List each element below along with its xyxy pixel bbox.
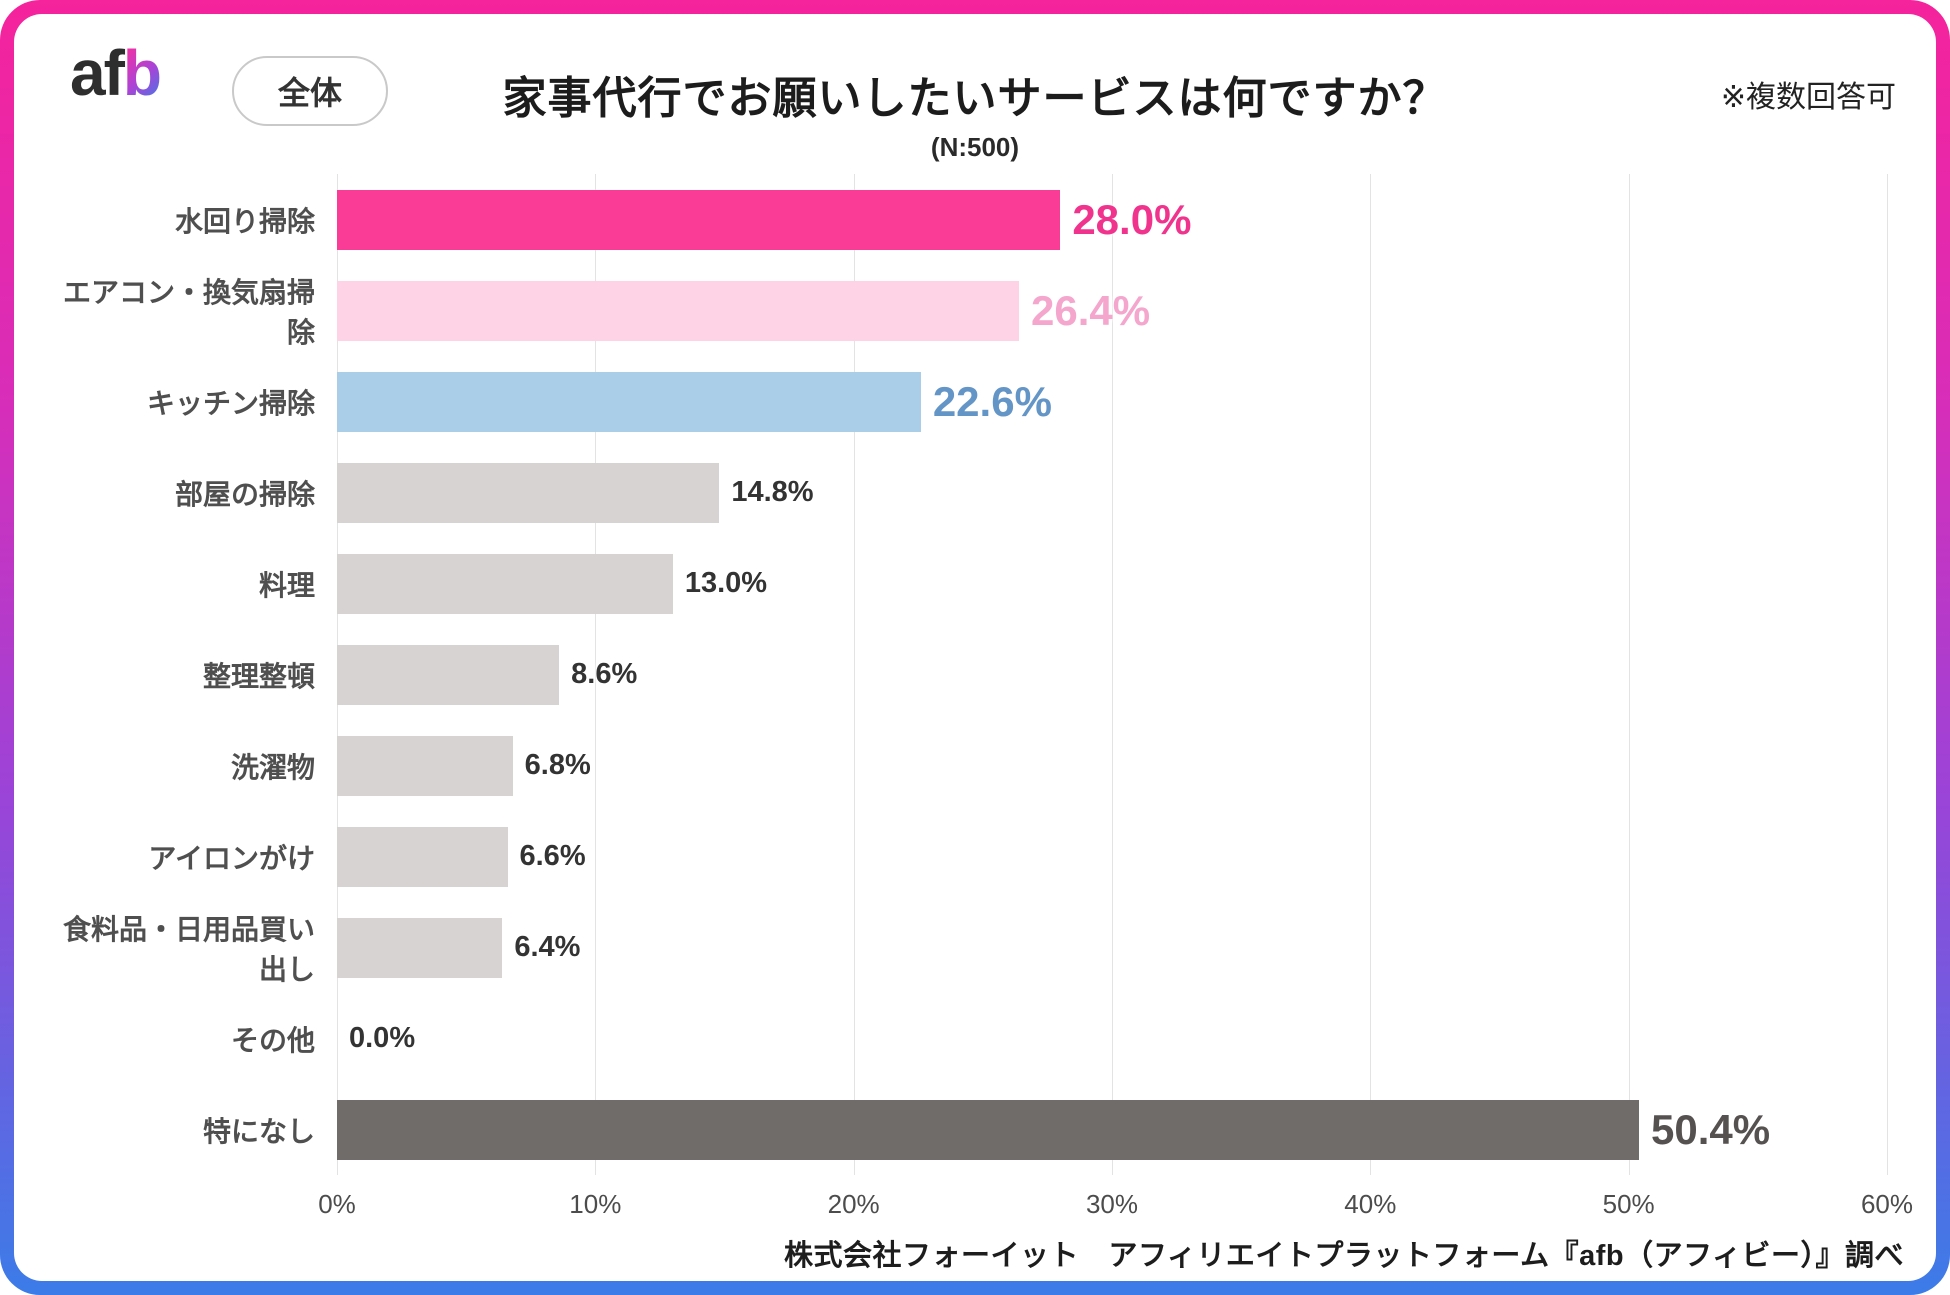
category-label: 水回り掃除	[174, 205, 315, 237]
category-label: エアコン・換気扇掃除	[62, 276, 315, 348]
category-label: アイロンがけ	[148, 842, 315, 874]
chart-title: 家事代行でお願いしたいサービスは何ですか？	[502, 74, 1448, 123]
x-axis: 0% 10% 20% 30% 40% 50% 60%	[318, 1189, 1913, 1225]
category-label: その他	[230, 1024, 315, 1056]
bar-track: 26.4%	[337, 280, 1887, 341]
value-label: 26.4%	[1031, 286, 1151, 334]
bar	[337, 553, 673, 614]
bar	[337, 735, 513, 796]
bar-track: 14.8%	[337, 462, 1887, 523]
bar	[337, 280, 1019, 341]
value-label: 6.8%	[524, 749, 591, 781]
bar-track: 6.6%	[337, 826, 1887, 887]
bar	[337, 917, 503, 978]
category-label: 料理	[258, 569, 315, 601]
bar-track: 0.0%	[337, 1009, 1887, 1069]
bar	[337, 826, 508, 887]
value-label: 28.0%	[1072, 195, 1192, 243]
x-axis-tick: 20%	[827, 1189, 880, 1219]
bar-track: 22.6%	[337, 371, 1887, 432]
x-axis-tick: 10%	[569, 1189, 622, 1219]
category-label: 整理整頓	[202, 660, 315, 692]
chart-row: キッチン掃除 22.6%	[54, 356, 1887, 447]
category-label: 部屋の掃除	[174, 478, 315, 510]
chart-row: エアコン・換気扇掃除 26.4%	[54, 265, 1887, 356]
logo-text-dark: af	[70, 37, 125, 109]
value-label: 13.0%	[684, 567, 768, 599]
bar-track: 50.4%	[337, 1099, 1887, 1160]
chart-row: 特になし 50.4%	[54, 1084, 1887, 1175]
bar-track: 8.6%	[337, 644, 1887, 705]
chart-row: 食料品・日用品買い出し 6.4%	[54, 902, 1887, 993]
bar-track: 13.0%	[337, 553, 1887, 614]
chart-row: 水回り掃除 28.0%	[54, 174, 1887, 265]
chart-row: 洗濯物 6.8%	[54, 720, 1887, 811]
chart-row: その他 0.0%	[54, 993, 1887, 1084]
gridline	[1887, 174, 1888, 1175]
value-label: 8.6%	[571, 658, 638, 690]
gridline	[1370, 174, 1372, 1175]
logo-text-gradient: b	[122, 37, 162, 109]
bar	[337, 1099, 1639, 1160]
chart-row: 部屋の掃除 14.8%	[54, 447, 1887, 538]
gridline	[1628, 174, 1630, 1175]
value-label: 14.8%	[731, 476, 814, 508]
gridline	[853, 174, 855, 1175]
bar-track: 6.8%	[337, 735, 1887, 796]
value-label: 22.6%	[932, 377, 1052, 425]
source-attribution: 株式会社フォーイット アフィリエイトプラットフォーム『afb（アフィビー）』調べ	[784, 1240, 1904, 1272]
sample-size: (N:500)	[930, 132, 1020, 162]
afb-logo: afb	[70, 36, 162, 110]
chart-row: アイロンがけ 6.6%	[54, 811, 1887, 902]
gridline	[595, 174, 597, 1175]
bar	[337, 371, 921, 432]
x-axis-tick: 40%	[1344, 1189, 1397, 1219]
bar-track: 6.4%	[337, 917, 1887, 978]
value-label: 6.6%	[519, 840, 586, 872]
category-label: 特になし	[202, 1115, 315, 1147]
bar-track: 28.0%	[337, 189, 1887, 250]
bar	[337, 462, 720, 523]
category-label: 食料品・日用品買い出し	[62, 913, 315, 985]
x-axis-tick: 30%	[1085, 1189, 1139, 1219]
scope-filter-button[interactable]: 全体	[232, 56, 389, 126]
chart-row: 整理整頓 8.6%	[54, 629, 1887, 720]
x-axis-tick: 50%	[1602, 1189, 1655, 1219]
x-axis-tick: 0%	[318, 1189, 356, 1219]
category-label: キッチン掃除	[146, 387, 315, 419]
multiple-answers-note: ※複数回答可	[1720, 81, 1896, 114]
card: afb 全体 家事代行でお願いしたいサービスは何ですか？ ※複数回答可 (N:5…	[14, 14, 1936, 1281]
value-label: 0.0%	[349, 1022, 416, 1054]
value-label: 50.4%	[1651, 1105, 1771, 1153]
chart-row: 料理 13.0%	[54, 538, 1887, 629]
chart-rows: 水回り掃除 28.0% エアコン・換気扇掃除 26.4% キッチン掃除 22.6% 部屋の掃…	[54, 174, 1887, 1175]
gridline	[1112, 174, 1113, 1175]
bar	[337, 189, 1061, 250]
x-axis-tick: 60%	[1860, 1189, 1914, 1219]
bar	[337, 644, 560, 705]
value-label: 6.4%	[514, 931, 581, 963]
bar-chart: 水回り掃除 28.0% エアコン・換気扇掃除 26.4% キッチン掃除 22.6% 部屋の掃…	[54, 174, 1888, 1175]
category-label: 洗濯物	[230, 751, 315, 783]
